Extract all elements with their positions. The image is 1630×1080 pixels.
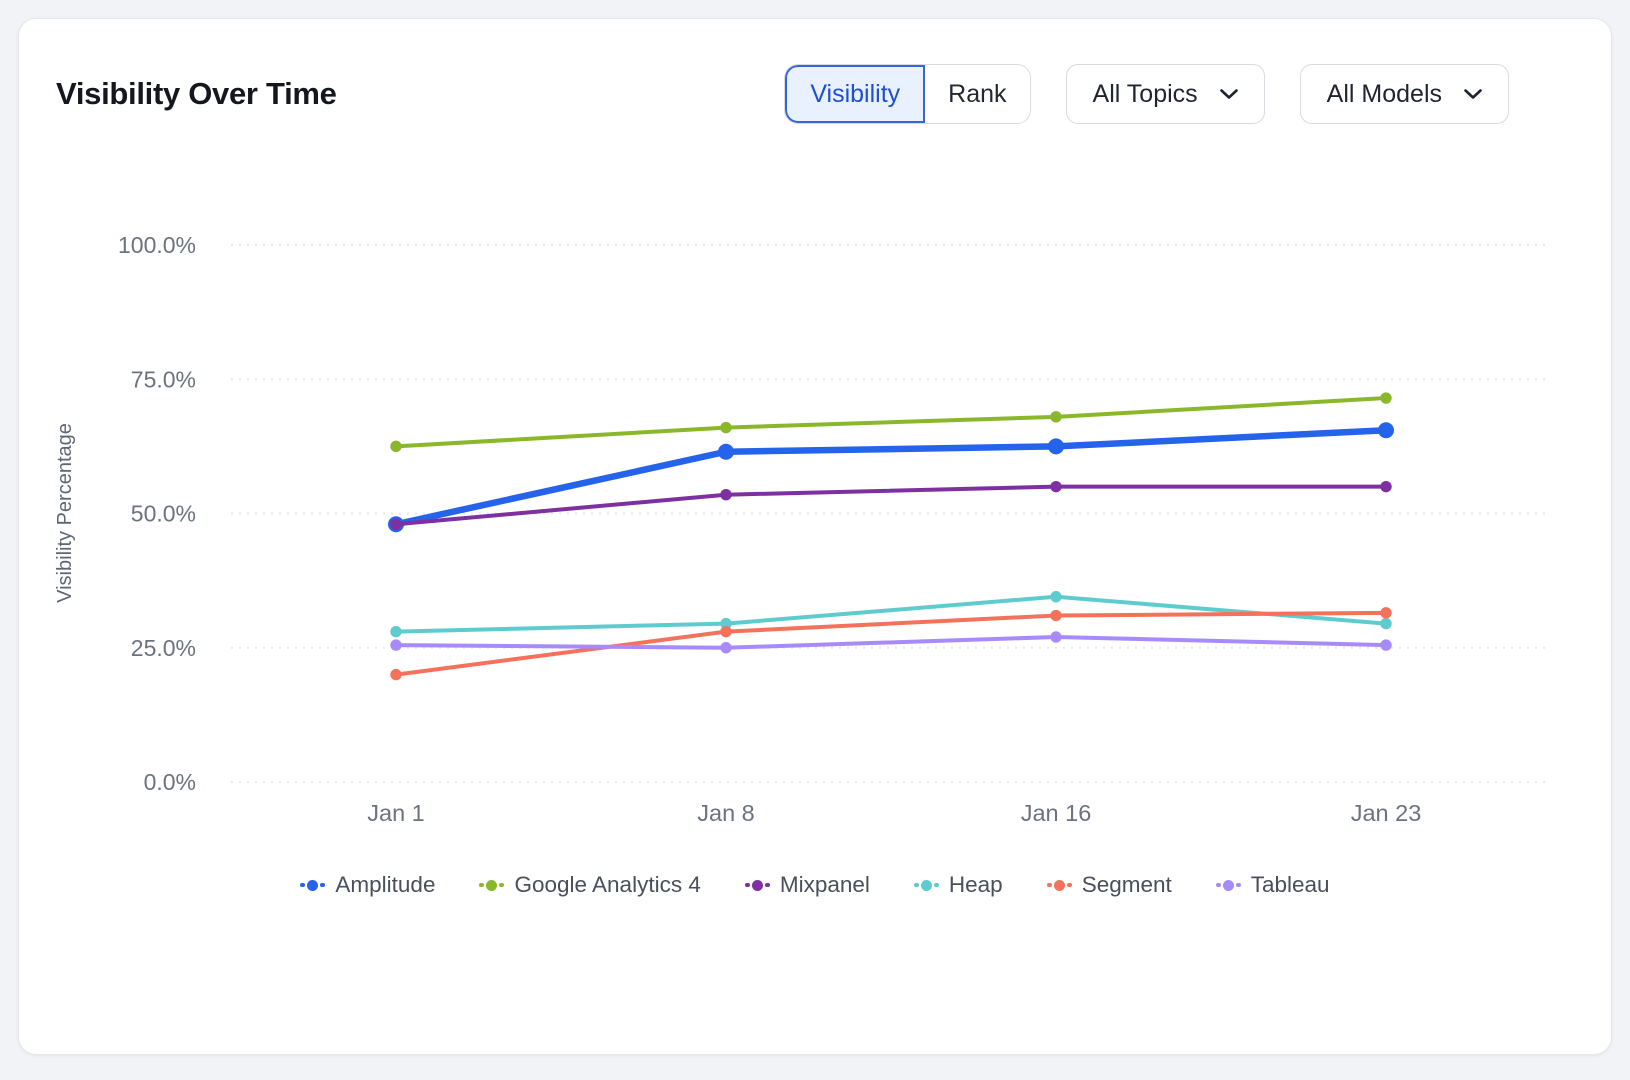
x-tick-label: Jan 8 [697, 800, 755, 826]
y-axis-title: Visibility Percentage [54, 423, 76, 603]
models-dropdown[interactable]: All Models [1299, 64, 1509, 124]
data-point[interactable] [1048, 438, 1064, 455]
legend-marker-icon [744, 879, 770, 891]
models-dropdown-label: All Models [1326, 79, 1442, 108]
data-point[interactable] [720, 642, 732, 654]
y-tick-label: 75.0% [131, 366, 196, 392]
x-tick-label: Jan 1 [367, 800, 425, 826]
series-line-heap [394, 594, 1388, 634]
x-tick-label: Jan 23 [1351, 800, 1422, 826]
visibility-over-time-card: Visibility Over Time Visibility Rank All… [18, 18, 1612, 1055]
data-point[interactable] [718, 443, 734, 460]
series-line-google-analytics-4 [394, 396, 1388, 449]
data-point[interactable] [720, 421, 732, 434]
legend-item-segment[interactable]: Segment [1046, 872, 1172, 898]
series-line-mixpanel [394, 484, 1388, 527]
legend-item-mixpanel[interactable]: Mixpanel [744, 872, 870, 898]
data-point[interactable] [1050, 609, 1062, 622]
card-header: Visibility Over Time Visibility Rank All… [56, 64, 1509, 124]
data-point[interactable] [390, 668, 402, 681]
topics-dropdown[interactable]: All Topics [1065, 64, 1265, 124]
series-line-tableau [394, 635, 1388, 650]
data-point[interactable] [1378, 422, 1394, 439]
series-line-segment [394, 610, 1388, 677]
series-line-amplitude [392, 427, 1390, 528]
legend-item-amplitude[interactable]: Amplitude [300, 872, 435, 898]
legend-label: Amplitude [335, 872, 436, 897]
legend-item-tableau[interactable]: Tableau [1215, 872, 1330, 898]
visibility-line-chart: 100.0% 75.0% 50.0% 25.0% 0.0% Jan 1 Jan 8 Jan 1… [54, 232, 1551, 826]
data-point[interactable] [1050, 631, 1062, 643]
data-point[interactable] [390, 518, 402, 530]
chevron-down-icon [1464, 88, 1482, 100]
legend-marker-icon [913, 879, 939, 891]
y-tick-label: 50.0% [131, 501, 196, 527]
legend-label: Mixpanel [779, 872, 870, 897]
data-point[interactable] [1380, 392, 1392, 404]
y-tick-label: 100.0% [118, 232, 196, 258]
y-tick-label: 25.0% [131, 635, 196, 661]
data-point[interactable] [720, 489, 732, 501]
legend-item-google-analytics-4[interactable]: Google Analytics 4 [479, 872, 701, 898]
page-title: Visibility Over Time [56, 76, 337, 111]
legend-item-heap[interactable]: Heap [913, 872, 1003, 898]
chart-legend: Amplitude Google Analytics 4 Mixpanel Heap S… [19, 872, 1611, 898]
legend-marker-icon [1215, 879, 1241, 891]
data-point[interactable] [1380, 607, 1392, 619]
data-point[interactable] [390, 440, 402, 453]
data-point[interactable] [1050, 480, 1062, 493]
legend-label: Heap [948, 872, 1003, 897]
legend-label: Tableau [1250, 872, 1330, 897]
chart-controls: Visibility Rank All Topics All Models [784, 64, 1509, 124]
legend-label: Google Analytics 4 [514, 872, 701, 897]
x-tick-label: Jan 16 [1021, 800, 1092, 826]
data-point[interactable] [720, 625, 732, 638]
legend-marker-icon [300, 879, 326, 891]
data-point[interactable] [390, 639, 402, 651]
data-point[interactable] [720, 617, 732, 630]
data-point[interactable] [1380, 639, 1392, 651]
data-point[interactable] [390, 625, 402, 638]
data-point[interactable] [1050, 591, 1062, 603]
data-point[interactable] [1380, 617, 1392, 630]
toggle-visibility[interactable]: Visibility [785, 65, 926, 123]
data-point[interactable] [1050, 411, 1062, 423]
legend-marker-icon [1046, 879, 1072, 891]
legend-marker-icon [479, 879, 505, 891]
y-tick-label: 0.0% [144, 769, 196, 795]
view-mode-toggle: Visibility Rank [784, 64, 1031, 124]
topics-dropdown-label: All Topics [1092, 79, 1198, 108]
data-point[interactable] [1380, 480, 1392, 493]
chevron-down-icon [1219, 88, 1238, 100]
toggle-rank[interactable]: Rank [925, 65, 1030, 123]
legend-label: Segment [1081, 872, 1172, 897]
